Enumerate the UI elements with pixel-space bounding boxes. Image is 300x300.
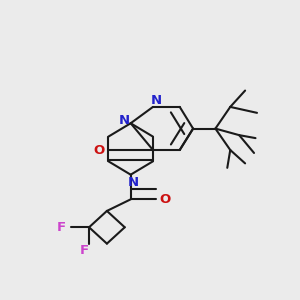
Text: N: N	[119, 114, 130, 127]
Text: O: O	[94, 143, 105, 157]
Text: N: N	[150, 94, 161, 107]
Text: N: N	[128, 176, 139, 189]
Text: F: F	[80, 244, 89, 257]
Text: O: O	[159, 193, 170, 206]
Text: F: F	[56, 221, 65, 234]
